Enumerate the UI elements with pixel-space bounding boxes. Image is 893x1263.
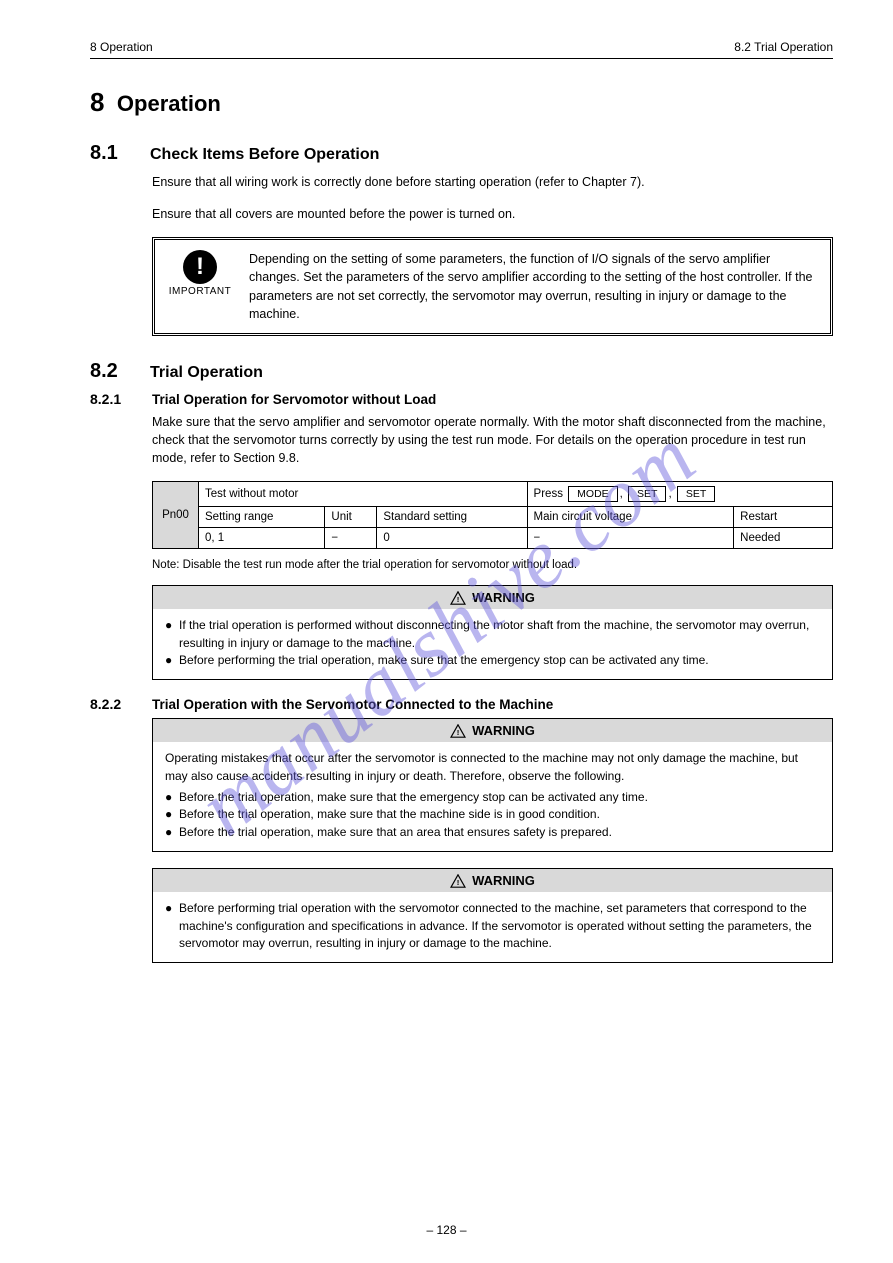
warning-header: ! WARNING	[153, 719, 832, 742]
warning-triangle-icon: !	[450, 874, 466, 888]
section-8-2: 8.2 Trial Operation	[90, 360, 833, 383]
td-voltage: −	[527, 528, 734, 549]
important-label: IMPORTANT	[169, 286, 231, 297]
warning-bullet: Before the trial operation, make sure th…	[179, 824, 612, 841]
warning-box-1: ! WARNING ●If the trial operation is per…	[152, 585, 833, 680]
chapter-title: Operation	[117, 91, 221, 116]
warning-title: WARNING	[472, 873, 535, 888]
body-paragraph: Make sure that the servo amplifier and s…	[152, 413, 833, 467]
key-set: SET	[628, 486, 666, 502]
chapter-number: 8	[90, 87, 104, 118]
td-unit: −	[325, 528, 377, 549]
warning-body: Operating mistakes that occur after the …	[153, 742, 832, 851]
param-name: Test without motor	[205, 488, 298, 500]
warning-title: WARNING	[472, 590, 535, 605]
chapter-heading: 8 Operation	[90, 87, 833, 118]
important-icon-wrap: ! IMPORTANT	[165, 250, 235, 297]
important-callout: ! IMPORTANT Depending on the setting of …	[152, 237, 833, 336]
section-8-1: 8.1 Check Items Before Operation	[90, 142, 833, 165]
warning-title: WARNING	[472, 723, 535, 738]
note-text: Note: Disable the test run mode after th…	[152, 559, 833, 571]
warning-header: ! WARNING	[153, 869, 832, 892]
warning-triangle-icon: !	[450, 724, 466, 738]
section-number: 8.1	[90, 142, 150, 165]
warning-body: ●Before performing trial operation with …	[153, 892, 832, 962]
header-left: 8 Operation	[90, 40, 153, 54]
table-row: 0, 1 − 0 − Needed	[153, 528, 833, 549]
td-restart: Needed	[734, 528, 833, 549]
warning-bullet: If the trial operation is performed with…	[179, 617, 820, 652]
key-prefix: Press	[534, 488, 563, 500]
param-key-cell: Press MODE, SET, SET	[527, 482, 832, 507]
td-std: 0	[377, 528, 527, 549]
warning-header: ! WARNING	[153, 586, 832, 609]
td-range: 0, 1	[199, 528, 325, 549]
page: manualshive.com 8 Operation 8.2 Trial Op…	[0, 0, 893, 1263]
page-number: – 128 –	[0, 1223, 893, 1237]
th-restart: Restart	[734, 507, 833, 528]
header-right: 8.2 Trial Operation	[734, 40, 833, 54]
key-set: SET	[677, 486, 715, 502]
sub-number: 8.2.2	[90, 696, 152, 712]
section-title: Trial Operation	[150, 364, 263, 382]
subsection-8-2-1: 8.2.1 Trial Operation for Servomotor wit…	[90, 391, 833, 407]
param-name-cell: Test without motor	[199, 482, 528, 507]
important-text: Depending on the setting of some paramet…	[249, 250, 816, 323]
warning-intro: Operating mistakes that occur after the …	[165, 750, 820, 785]
warning-bullet: Before performing the trial operation, m…	[179, 652, 709, 669]
sub-title: Trial Operation for Servomotor without L…	[152, 392, 436, 407]
section-title: Check Items Before Operation	[150, 146, 379, 164]
th-unit: Unit	[325, 507, 377, 528]
parameter-table: Pn00 Test without motor Press MODE, SET,…	[152, 481, 833, 549]
warning-body: ●If the trial operation is performed wit…	[153, 609, 832, 679]
svg-text:!: !	[457, 878, 460, 887]
running-header: 8 Operation 8.2 Trial Operation	[90, 40, 833, 59]
warning-box-3: ! WARNING ●Before performing trial opera…	[152, 868, 833, 963]
sub-number: 8.2.1	[90, 391, 152, 407]
section-number: 8.2	[90, 360, 150, 383]
th-range: Setting range	[199, 507, 325, 528]
body-paragraph: Ensure that all wiring work is correctly…	[152, 173, 833, 191]
table-header-row: Setting range Unit Standard setting Main…	[153, 507, 833, 528]
param-id-cell: Pn00	[153, 482, 199, 549]
important-icon: !	[183, 250, 217, 284]
sub-title: Trial Operation with the Servomotor Conn…	[152, 697, 553, 712]
warning-box-2: ! WARNING Operating mistakes that occur …	[152, 718, 833, 852]
warning-bullet: Before performing trial operation with t…	[179, 900, 820, 952]
warning-triangle-icon: !	[450, 591, 466, 605]
warning-bullet: Before the trial operation, make sure th…	[179, 789, 648, 806]
subsection-8-2-2: 8.2.2 Trial Operation with the Servomoto…	[90, 696, 833, 712]
warning-bullet: Before the trial operation, make sure th…	[179, 806, 600, 823]
th-voltage: Main circuit voltage	[527, 507, 734, 528]
th-std: Standard setting	[377, 507, 527, 528]
svg-text:!: !	[457, 595, 460, 604]
key-mode: MODE	[568, 486, 618, 502]
body-paragraph: Ensure that all covers are mounted befor…	[152, 205, 833, 223]
svg-text:!: !	[457, 728, 460, 737]
